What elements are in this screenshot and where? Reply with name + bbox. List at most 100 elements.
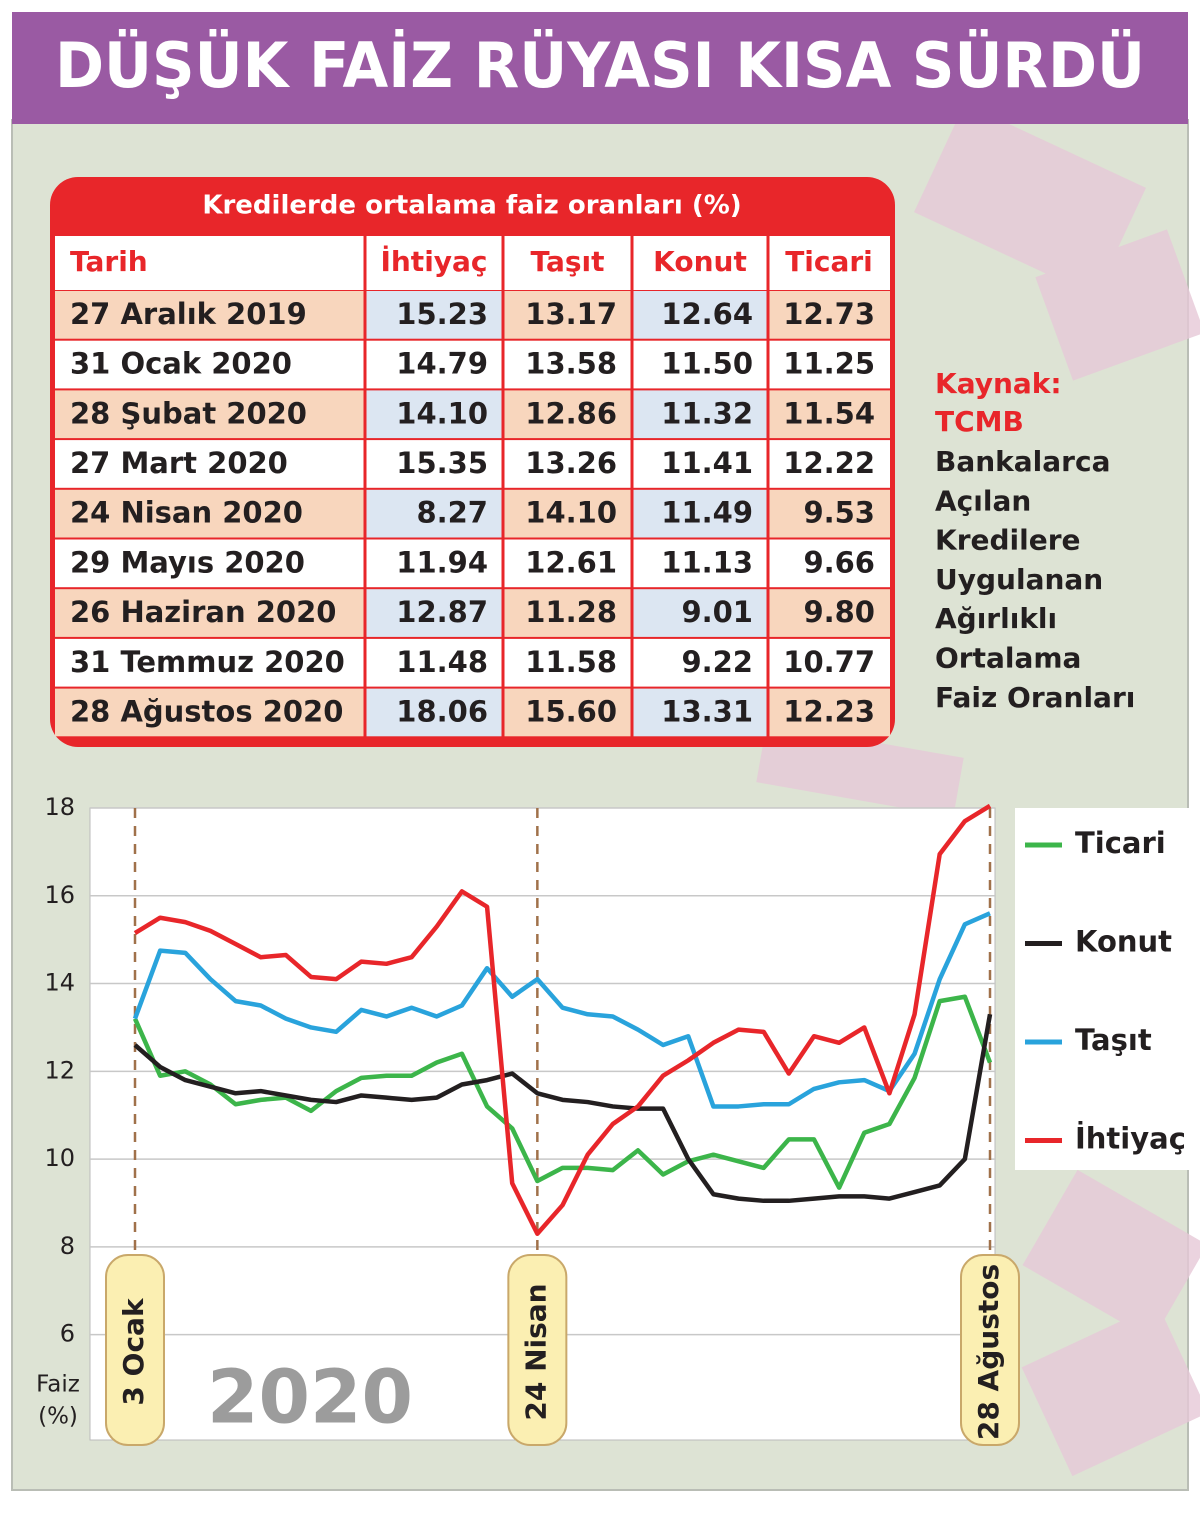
year-annotation: 2020 — [207, 1355, 413, 1441]
cell-value: 9.66 — [803, 545, 875, 579]
banknote — [914, 103, 1146, 297]
title-bar — [12, 12, 1188, 124]
cell-value: 13.26 — [525, 446, 617, 480]
table-cell — [55, 390, 365, 439]
row-label: 28 Şubat 2020 — [70, 396, 307, 430]
table-cell — [365, 688, 503, 737]
table-cell — [503, 589, 632, 637]
series-line — [133, 1013, 993, 1204]
cell-value: 11.13 — [661, 545, 753, 579]
cell-value: 14.10 — [396, 396, 488, 430]
cell-value: 11.94 — [396, 545, 488, 579]
source: Kaynak: TCMB Bankalarca Açılan Kredilere Uygu… — [935, 367, 1135, 714]
row-label: 27 Mart 2020 — [70, 446, 288, 480]
table-cell — [55, 638, 365, 687]
row-label: 26 Haziran 2020 — [70, 595, 336, 629]
y-tick-label: 16 — [44, 881, 75, 909]
cell-value: 14.10 — [525, 496, 617, 530]
source-name: TCMB — [935, 405, 1024, 438]
table-cell — [632, 390, 768, 439]
table-cell — [632, 589, 768, 637]
legend-label: Konut — [1075, 925, 1172, 959]
cell-value: 11.50 — [661, 347, 753, 381]
legend — [1015, 808, 1200, 1170]
cell-value: 18.06 — [396, 694, 488, 728]
y-axis-label: Faiz — [36, 1372, 80, 1398]
cell-value: 8.27 — [416, 496, 488, 530]
column-header: Tarih — [70, 245, 148, 278]
table-cell — [503, 539, 632, 588]
table-cell — [632, 638, 768, 687]
row-label: 28 Ağustos 2020 — [70, 694, 343, 728]
table-cell — [768, 489, 890, 538]
x-tick-label: 24 Nisan — [519, 1283, 552, 1420]
table-cell — [365, 638, 503, 687]
source-text: Faiz Oranları — [935, 681, 1135, 714]
table-cell — [503, 440, 632, 488]
table-cell — [55, 589, 365, 637]
cell-value: 11.28 — [525, 595, 617, 629]
column-header: Ticari — [785, 245, 873, 278]
row-label: 24 Nisan 2020 — [70, 496, 303, 530]
cell-value: 9.01 — [681, 595, 753, 629]
cell-value: 9.80 — [803, 595, 875, 629]
cell-value: 9.22 — [681, 645, 753, 679]
marker-tab — [507, 1254, 568, 1446]
cell-value: 14.79 — [396, 347, 488, 381]
cell-value: 15.35 — [396, 446, 488, 480]
cell-value: 10.77 — [783, 645, 875, 679]
table-cell — [365, 539, 503, 588]
banknote — [1021, 1303, 1200, 1477]
cell-value: 12.64 — [661, 297, 753, 331]
header-row — [55, 236, 890, 290]
table-cell — [768, 390, 890, 439]
cell-value: 11.25 — [783, 347, 875, 381]
cell-value: 13.58 — [525, 347, 617, 381]
y-tick-label: 12 — [44, 1056, 75, 1084]
table-cell — [503, 390, 632, 439]
table-cell — [55, 539, 365, 588]
table-cell — [55, 688, 365, 737]
table-cell — [768, 688, 890, 737]
row-label: 27 Aralık 2019 — [70, 297, 307, 331]
table-cell — [365, 390, 503, 439]
banknote — [1022, 1169, 1200, 1341]
table-cell — [503, 340, 632, 389]
table-cell — [768, 440, 890, 488]
x-tick-label: 28 Ağustos — [972, 1264, 1005, 1440]
source-text: Açılan — [935, 484, 1031, 517]
cell-value: 11.41 — [661, 446, 753, 480]
row-label: 31 Ocak 2020 — [70, 347, 292, 381]
table: Kredilerde ortalama faiz oranları (%) Tar… — [50, 177, 895, 747]
table-cell — [632, 688, 768, 737]
cell-value: 11.54 — [783, 396, 875, 430]
series-line — [132, 994, 993, 1190]
column-header: İhtiyaç — [380, 244, 487, 278]
source-text: Uygulanan — [935, 563, 1103, 596]
column-header: Taşıt — [530, 245, 604, 278]
cell-value: 13.31 — [661, 694, 753, 728]
source-text: Ortalama — [935, 642, 1081, 675]
marker-tab — [105, 1254, 165, 1446]
banknote — [1035, 229, 1200, 381]
table-cell — [503, 638, 632, 687]
cell-value: 11.48 — [396, 645, 488, 679]
cell-value: 13.17 — [525, 297, 617, 331]
table-cell — [632, 440, 768, 488]
table-cell — [768, 638, 890, 687]
cell-value: 12.86 — [525, 396, 617, 430]
x-tick-label: 3 Ocak — [117, 1297, 150, 1406]
source-text: Bankalarca — [935, 445, 1110, 478]
source-label: Kaynak: — [935, 367, 1062, 400]
cell-value: 12.73 — [783, 297, 875, 331]
cell-value: 11.58 — [525, 645, 617, 679]
table-cell — [365, 291, 503, 339]
table-cell — [365, 440, 503, 488]
table-cell — [55, 440, 365, 488]
table-cell — [632, 489, 768, 538]
row-label: 29 Mayıs 2020 — [70, 545, 305, 579]
table-cell — [768, 539, 890, 588]
row-label: 31 Temmuz 2020 — [70, 645, 345, 679]
series-line — [132, 911, 991, 1109]
